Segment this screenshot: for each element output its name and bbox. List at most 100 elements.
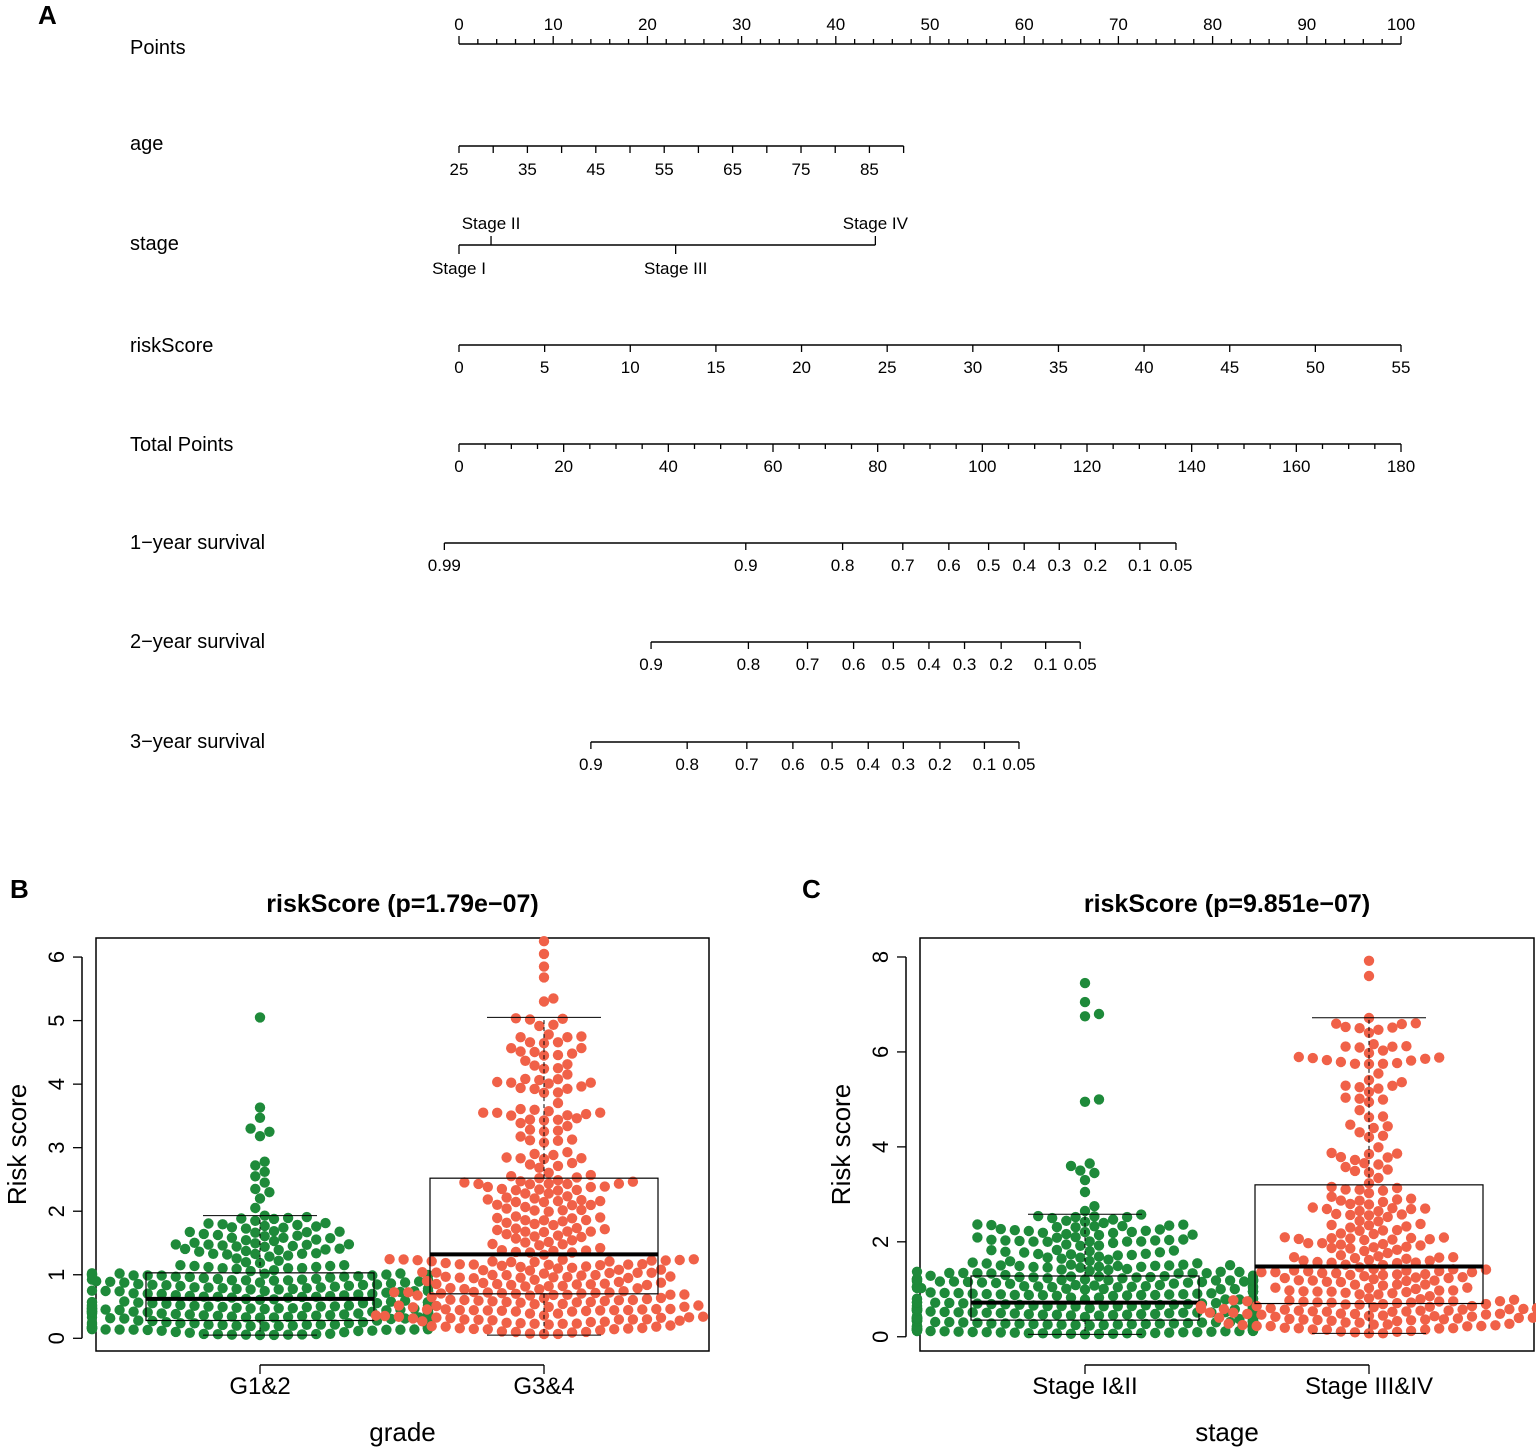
data-point (1010, 1328, 1020, 1338)
data-point (1136, 1309, 1146, 1319)
survival-tick-label: 0.05 (1064, 655, 1097, 674)
data-point (344, 1300, 354, 1310)
age-tick-label: 85 (860, 160, 879, 179)
data-point (1509, 1295, 1519, 1305)
data-point (506, 1078, 516, 1088)
data-point (539, 961, 549, 971)
data-point (665, 1290, 675, 1300)
data-point (1373, 1142, 1383, 1152)
x-category-label: G3&4 (513, 1373, 574, 1400)
data-point (1364, 1255, 1374, 1265)
data-point (217, 1283, 227, 1293)
data-point (562, 1179, 572, 1189)
data-point (1089, 1280, 1099, 1290)
data-point (501, 1297, 511, 1307)
data-point (1504, 1319, 1514, 1329)
data-point (1462, 1321, 1472, 1331)
data-point (553, 1074, 563, 1084)
data-point (264, 1187, 274, 1197)
data-point (1080, 1284, 1090, 1294)
data-point (274, 1303, 284, 1313)
data-point (525, 1159, 535, 1169)
total-points-tick-label: 40 (659, 457, 678, 476)
data-point (1014, 1272, 1024, 1282)
data-point (1052, 1328, 1062, 1338)
data-point (1401, 1221, 1411, 1231)
data-point (1415, 1219, 1425, 1229)
data-point (1373, 1173, 1383, 1183)
data-point (128, 1270, 138, 1280)
data-point (269, 1226, 279, 1236)
data-point (515, 1153, 525, 1163)
x-category-label: G1&2 (229, 1373, 290, 1400)
data-point (665, 1304, 675, 1314)
data-point (1401, 1242, 1411, 1252)
data-point (1108, 1214, 1118, 1224)
data-point (1024, 1226, 1034, 1236)
data-point (1108, 1310, 1118, 1320)
data-point (529, 1047, 539, 1057)
data-point (529, 1205, 539, 1215)
data-point (553, 1230, 563, 1240)
data-point (1364, 1293, 1374, 1303)
data-point (1192, 1327, 1202, 1337)
data-point (1197, 1317, 1207, 1327)
data-point (431, 1267, 441, 1277)
y-tick-label: 5 (44, 1014, 69, 1026)
data-point (632, 1283, 642, 1293)
data-point (1369, 1039, 1379, 1049)
y-axis-title: Risk score (2, 1084, 32, 1205)
data-point (213, 1329, 223, 1339)
data-point (175, 1318, 185, 1328)
data-point (572, 1279, 582, 1289)
data-point (972, 1232, 982, 1242)
data-point (353, 1308, 363, 1318)
data-point (339, 1260, 349, 1270)
data-point (478, 1265, 488, 1275)
data-point (1387, 1042, 1397, 1052)
data-point (1383, 1164, 1393, 1174)
data-point (87, 1286, 97, 1296)
data-point (492, 1077, 502, 1087)
data-point (548, 993, 558, 1003)
data-point (511, 1306, 521, 1316)
data-point (1042, 1273, 1052, 1283)
data-point (558, 1216, 568, 1226)
data-point (637, 1259, 647, 1269)
data-point (529, 1319, 539, 1329)
survival-tick-label: 0.1 (973, 755, 997, 774)
data-point (1495, 1309, 1505, 1319)
data-point (1354, 1216, 1364, 1226)
data-point (576, 1043, 586, 1053)
data-point (520, 1188, 530, 1198)
data-point (1406, 1055, 1416, 1065)
data-point (395, 1325, 405, 1335)
nomogram-row-points: Points0 10 20 30 40 50 60 70 80 90 100 (130, 15, 1415, 59)
data-point (977, 1277, 987, 1287)
data-point (515, 1046, 525, 1056)
data-point (1401, 1254, 1411, 1264)
data-point (1495, 1296, 1505, 1306)
data-point (665, 1271, 675, 1281)
data-point (250, 1184, 260, 1194)
data-point (651, 1322, 661, 1332)
data-point (1364, 1210, 1374, 1220)
data-point (213, 1230, 223, 1240)
data-point (1415, 1294, 1425, 1304)
data-point (539, 996, 549, 1006)
data-point (473, 1179, 483, 1189)
data-point (581, 1215, 591, 1225)
nomogram-row-2-year-survival: 2−year survival0.9 0.8 0.7 0.6 0.5 0.4 0.3 0.2 0… (130, 631, 1097, 674)
data-point (302, 1320, 312, 1330)
data-point (572, 1318, 582, 1328)
data-point (1131, 1272, 1141, 1282)
data-point (1448, 1252, 1458, 1262)
data-point (1401, 1306, 1411, 1316)
data-point (1052, 1222, 1062, 1232)
data-point (1075, 1263, 1085, 1273)
data-point (1178, 1220, 1188, 1230)
data-point (427, 1256, 437, 1266)
data-point (553, 1175, 563, 1185)
data-point (1164, 1220, 1174, 1230)
data-point (576, 1195, 586, 1205)
